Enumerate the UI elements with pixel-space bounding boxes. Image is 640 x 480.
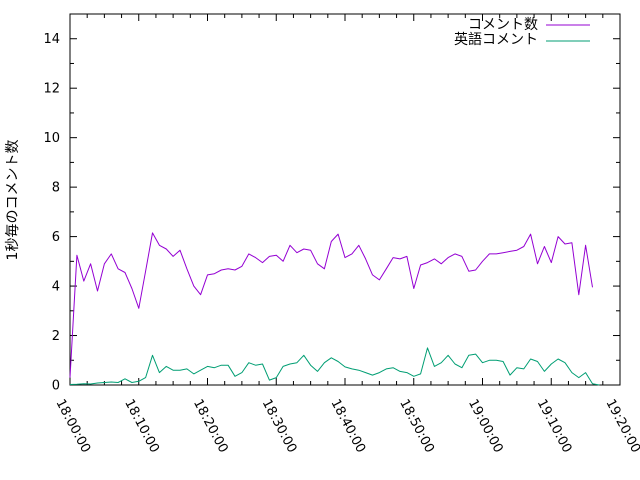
y-tick-label: 10: [43, 131, 60, 146]
series-comment-count-line: [69, 232, 593, 378]
legend-label: コメント数: [468, 17, 538, 33]
y-tick-label: 8: [52, 181, 60, 196]
y-tick-label: 6: [52, 230, 60, 245]
plot-border: [69, 13, 621, 386]
x-tick-label: 18:10:00: [121, 397, 162, 456]
y-tick-label: 12: [43, 82, 60, 97]
y-tick-label: 4: [52, 280, 60, 295]
x-tick-label: 18:50:00: [396, 397, 437, 456]
x-tick-label: 18:40:00: [327, 397, 368, 456]
y-tick-label: 2: [52, 329, 60, 344]
x-tick-label: 18:00:00: [52, 397, 93, 456]
x-tick-label: 18:30:00: [259, 397, 300, 456]
x-tick-label: 18:20:00: [190, 397, 231, 456]
y-tick-label: 14: [43, 32, 60, 47]
x-tick-label: 19:20:00: [602, 397, 640, 456]
y-tick-label: 0: [52, 379, 60, 394]
x-tick-label: 19:10:00: [534, 397, 575, 456]
legend-label: 英語コメント: [454, 31, 538, 48]
series-english-comment-line: [69, 347, 600, 386]
x-tick-label: 19:00:00: [465, 397, 506, 456]
y-axis-title: 1秒毎のコメント数: [5, 140, 21, 261]
